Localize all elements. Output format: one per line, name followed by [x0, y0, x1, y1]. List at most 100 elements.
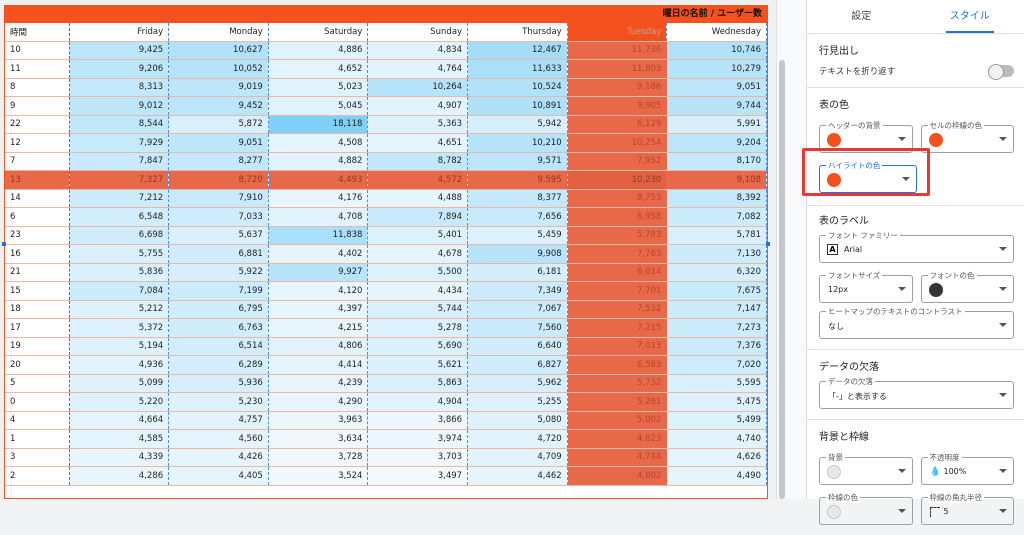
value-cell: 8,277	[169, 152, 269, 171]
value-cell: 4,823	[567, 430, 667, 449]
value-cell: 6,795	[169, 300, 269, 319]
value-cell: 6,548	[69, 208, 169, 227]
value-cell: 8,753	[567, 189, 667, 208]
value-cell: 7,560	[468, 319, 568, 338]
border-color-picker[interactable]: 枠線の色	[819, 497, 913, 525]
header-cell-thursday[interactable]: Thursday	[468, 23, 568, 41]
value-cell: 5,690	[368, 337, 468, 356]
chevron-down-icon	[898, 469, 906, 473]
value-cell: 5,401	[368, 226, 468, 245]
value-cell: 3,974	[368, 430, 468, 449]
font-family-value: Arial	[844, 245, 862, 254]
value-cell: 6,827	[468, 356, 568, 375]
value-cell: 7,675	[667, 282, 767, 301]
panel-scrollbar[interactable]	[776, 0, 806, 499]
value-cell: 10,052	[169, 60, 269, 79]
font-color-picker[interactable]: フォントの色	[921, 275, 1015, 303]
value-cell: 7,910	[169, 189, 269, 208]
value-cell: 7,952	[567, 152, 667, 171]
cell-border-color-picker[interactable]: セルの枠線の色	[921, 125, 1015, 153]
selection-handle-left[interactable]	[2, 242, 6, 246]
value-cell: 8,392	[667, 189, 767, 208]
transparent-swatch-icon	[827, 465, 841, 479]
value-cell: 3,524	[268, 467, 368, 486]
value-cell: 5,637	[169, 226, 269, 245]
border-radius-label: 枠線の角丸半径	[928, 492, 985, 503]
value-cell: 4,709	[468, 448, 568, 467]
hour-cell: 14	[5, 189, 69, 208]
value-cell: 6,320	[667, 263, 767, 282]
chevron-down-icon	[999, 247, 1007, 251]
value-cell: 10,746	[667, 41, 767, 60]
header-cell-tuesday[interactable]: Tuesday	[567, 23, 667, 41]
value-cell: 10,279	[667, 60, 767, 79]
value-cell: 6,640	[468, 337, 568, 356]
value-cell: 7,376	[667, 337, 767, 356]
value-cell: 9,108	[667, 171, 767, 190]
value-cell: 6,958	[567, 208, 667, 227]
value-cell: 9,927	[268, 263, 368, 282]
chevron-down-icon	[999, 287, 1007, 291]
hour-cell: 12	[5, 134, 69, 153]
hour-cell: 16	[5, 245, 69, 264]
missing-data-select[interactable]: データの欠落 「-」と表示する	[819, 381, 1014, 409]
font-family-select[interactable]: フォント ファミリー A Arial	[819, 235, 1014, 263]
wrap-text-toggle[interactable]	[988, 65, 1014, 77]
header-cell-saturday[interactable]: Saturday	[268, 23, 368, 41]
value-cell: 8,313	[69, 78, 169, 97]
opacity-select[interactable]: 不透明度 💧 100%	[921, 457, 1015, 485]
value-cell: 4,757	[169, 411, 269, 430]
value-cell: 10,230	[567, 171, 667, 190]
header-cell-monday[interactable]: Monday	[169, 23, 269, 41]
value-cell: 7,033	[169, 208, 269, 227]
value-cell: 5,363	[368, 115, 468, 134]
value-cell: 5,002	[567, 411, 667, 430]
value-cell: 7,199	[169, 282, 269, 301]
value-cell: 5,991	[667, 115, 767, 134]
header-cell-friday[interactable]: Friday	[69, 23, 169, 41]
chevron-down-icon	[898, 509, 906, 513]
hour-cell: 4	[5, 411, 69, 430]
heatmap-contrast-select[interactable]: ヒートマップのテキストのコントラスト なし	[819, 311, 1014, 339]
panel-tabs: 設定 スタイル	[807, 0, 1024, 34]
value-cell: 6,763	[169, 319, 269, 338]
value-cell: 3,497	[368, 467, 468, 486]
value-cell: 9,452	[169, 97, 269, 116]
cell-border-label: セルの枠線の色	[928, 120, 985, 131]
tab-style[interactable]: スタイル	[916, 0, 1024, 33]
value-cell: 5,783	[567, 226, 667, 245]
hour-cell: 15	[5, 282, 69, 301]
value-cell: 4,215	[268, 319, 368, 338]
value-cell: 9,051	[169, 134, 269, 153]
value-cell: 5,936	[169, 374, 269, 393]
value-cell: 4,426	[169, 448, 269, 467]
value-cell: 10,264	[368, 78, 468, 97]
value-cell: 7,847	[69, 152, 169, 171]
chevron-down-icon	[999, 137, 1007, 141]
tab-settings[interactable]: 設定	[807, 0, 916, 33]
background-color-picker[interactable]: 背景	[819, 457, 913, 485]
header-cell-sunday[interactable]: Sunday	[368, 23, 468, 41]
value-cell: 18,118	[268, 115, 368, 134]
background-label: 背景	[826, 452, 845, 463]
font-family-label: フォント ファミリー	[826, 230, 900, 241]
value-cell: 5,475	[667, 393, 767, 412]
header-cell-hour[interactable]: 時間	[5, 23, 69, 41]
hour-cell: 8	[5, 78, 69, 97]
value-cell: 5,080	[468, 411, 568, 430]
value-cell: 4,651	[368, 134, 468, 153]
value-cell: 5,942	[468, 115, 568, 134]
border-radius-select[interactable]: 枠線の角丸半径 5	[921, 497, 1015, 525]
header-cell-wednesday[interactable]: Wednesday	[667, 23, 767, 41]
value-cell: 4,560	[169, 430, 269, 449]
font-size-select[interactable]: フォントサイズ 12px	[819, 275, 913, 303]
selection-handle-right[interactable]	[766, 242, 770, 246]
font-size-label: フォントサイズ	[826, 270, 882, 281]
value-cell: 7,212	[69, 189, 169, 208]
scrollbar-thumb[interactable]	[779, 60, 785, 499]
